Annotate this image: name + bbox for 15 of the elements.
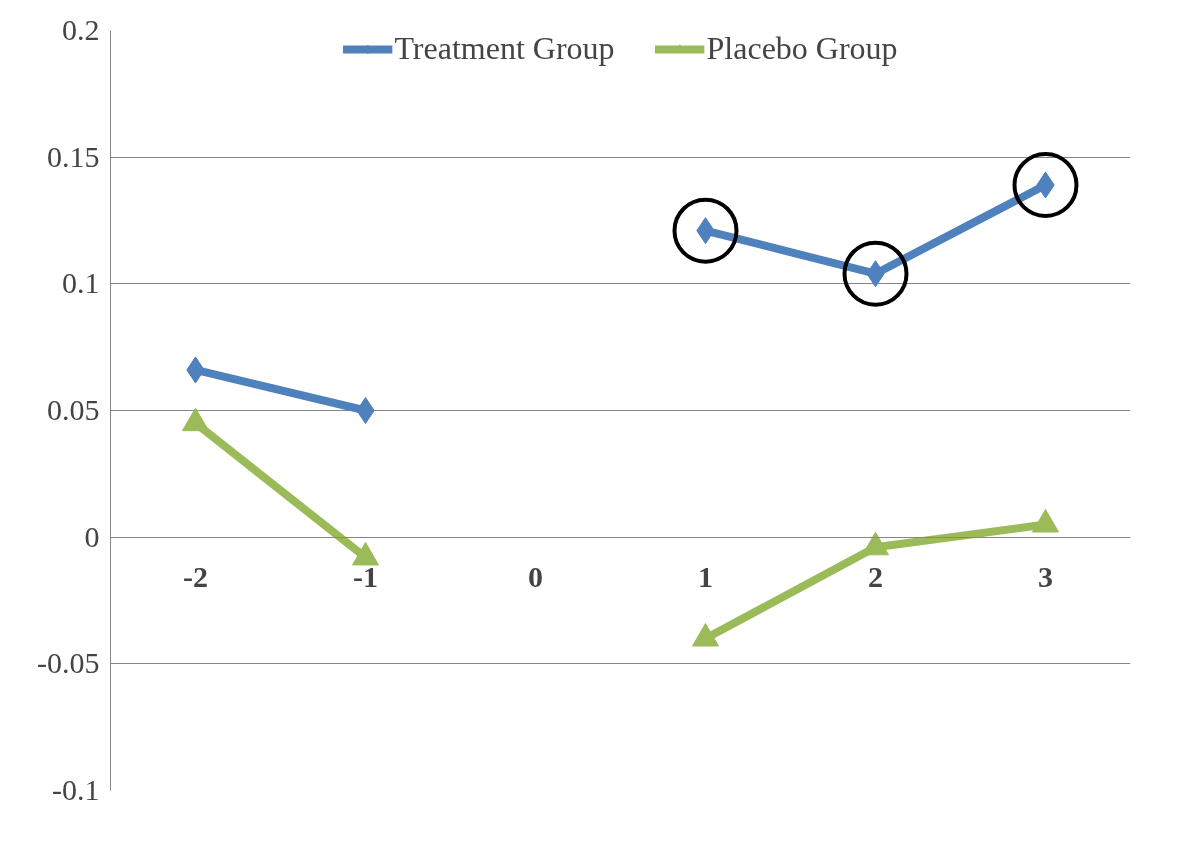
y-tick-label: 0.15 [47,139,100,173]
x-tick-label: -2 [183,560,208,594]
y-tick-label: -0.05 [37,646,100,680]
x-tick-label: 2 [868,560,883,594]
x-tick-label: 0 [528,560,543,594]
x-tick-label: 1 [698,560,713,594]
y-tick-label: 0.1 [62,266,100,300]
x-tick-label: 3 [1038,560,1053,594]
legend-label: Treatment Group [394,30,615,67]
y-tick-label: -0.1 [52,773,100,806]
legend-label: Placebo Group [706,30,898,67]
y-tick-label: 0.05 [47,393,100,426]
y-tick-label: 0 [84,519,100,553]
x-tick-label: -1 [353,560,378,594]
y-tick-label: 0.2 [62,13,100,46]
